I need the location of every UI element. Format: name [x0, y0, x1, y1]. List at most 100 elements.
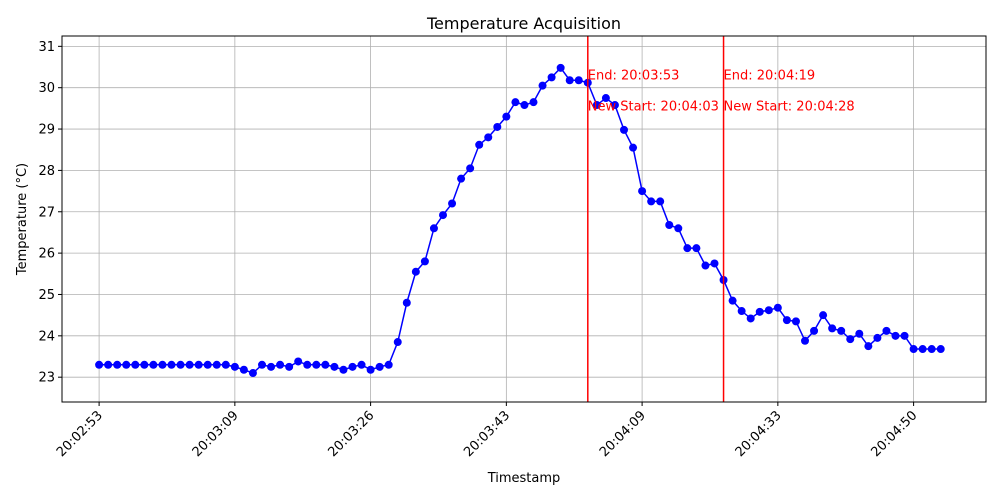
- data-point: [185, 360, 194, 369]
- x-axis-label: Timestamp: [487, 471, 561, 486]
- data-point: [348, 362, 357, 371]
- data-point: [864, 342, 873, 351]
- data-point: [203, 360, 212, 369]
- y-axis-label: Temperature (°C): [15, 163, 30, 276]
- data-point: [683, 244, 692, 253]
- data-point: [918, 345, 927, 354]
- data-point: [448, 199, 457, 208]
- y-tick-label: 29: [38, 123, 55, 138]
- end-annotation: End: 20:04:19: [724, 68, 816, 83]
- y-axis-ticks: 23 24 25 26 27 28 29 30 31: [38, 40, 62, 386]
- data-point: [900, 331, 909, 340]
- data-point: [303, 360, 312, 369]
- data-point: [439, 211, 447, 220]
- y-tick-label: 27: [38, 205, 55, 220]
- data-point: [629, 143, 638, 152]
- chart-title: Temperature Acquisition: [426, 14, 621, 33]
- y-tick-label: 30: [38, 81, 55, 96]
- plot-frame: [61, 35, 987, 403]
- data-point: [258, 360, 266, 369]
- data-point: [638, 187, 647, 196]
- data-point: [321, 360, 330, 369]
- data-point: [791, 317, 800, 326]
- data-point: [746, 314, 755, 323]
- data-point: [674, 224, 683, 233]
- data-point: [773, 303, 782, 312]
- data-point: [873, 333, 882, 342]
- data-point: [212, 360, 221, 369]
- data-point: [194, 360, 203, 369]
- data-point: [936, 345, 945, 354]
- data-point: [239, 365, 248, 374]
- data-point: [755, 307, 764, 316]
- data-point: [710, 259, 719, 268]
- data-point: [511, 98, 520, 107]
- data-point: [330, 362, 339, 371]
- data-point: [846, 335, 855, 344]
- data-point: [384, 360, 393, 369]
- data-point: [221, 360, 230, 369]
- y-tick-label: 23: [38, 371, 55, 386]
- data-point: [556, 63, 565, 72]
- data-point: [737, 307, 746, 316]
- data-point: [230, 362, 239, 371]
- data-point: [457, 174, 466, 183]
- data-point: [665, 221, 674, 229]
- data-point: [565, 76, 574, 85]
- data-point: [547, 73, 556, 82]
- data-point: [493, 122, 502, 131]
- data-point: [909, 345, 918, 354]
- data-point: [122, 360, 131, 369]
- data-point: [927, 345, 936, 354]
- data-point: [801, 336, 809, 345]
- data-point: [294, 357, 303, 366]
- data-point: [574, 76, 583, 85]
- data-point: [420, 257, 429, 266]
- data-point: [429, 224, 438, 233]
- data-point: [601, 94, 610, 103]
- data-point: [810, 326, 819, 335]
- data-point: [411, 267, 420, 276]
- data-point: [176, 360, 185, 369]
- y-tick-label: 28: [38, 164, 55, 179]
- data-point: [131, 360, 140, 369]
- data-point: [656, 197, 665, 206]
- data-point: [104, 360, 113, 369]
- series-line: [99, 66, 941, 374]
- data-point: [692, 244, 701, 253]
- data-point: [728, 296, 737, 305]
- data-point: [837, 326, 846, 335]
- data-point: [375, 362, 384, 371]
- vline-layer: End: 20:03:53 New Start: 20:04:03 End: 20:…: [587, 36, 855, 402]
- y-tick-label: 31: [38, 40, 55, 55]
- data-point: [113, 360, 122, 369]
- data-point: [466, 164, 475, 173]
- data-point: [529, 98, 538, 107]
- data-point: [592, 101, 601, 110]
- y-tick-label: 26: [38, 247, 55, 262]
- data-point: [95, 360, 104, 369]
- y-tick-label: 24: [38, 329, 55, 344]
- data-point: [484, 133, 493, 142]
- data-point: [701, 261, 710, 270]
- data-point: [140, 360, 149, 369]
- series-layer: [95, 63, 945, 378]
- new-start-annotation: New Start: 20:04:28: [724, 99, 855, 114]
- data-point: [520, 101, 529, 110]
- data-point: [502, 112, 511, 121]
- data-point: [782, 316, 791, 325]
- data-point: [475, 140, 484, 149]
- data-point: [882, 326, 891, 335]
- data-point: [167, 360, 176, 369]
- data-point: [276, 360, 285, 369]
- data-point: [647, 197, 656, 206]
- new-start-annotation: New Start: 20:04:03: [588, 99, 719, 114]
- grid: [62, 36, 986, 402]
- data-point: [620, 125, 628, 134]
- end-annotation: End: 20:03:53: [588, 68, 680, 83]
- data-point: [828, 324, 837, 333]
- data-point: [267, 362, 276, 371]
- data-point: [366, 365, 375, 374]
